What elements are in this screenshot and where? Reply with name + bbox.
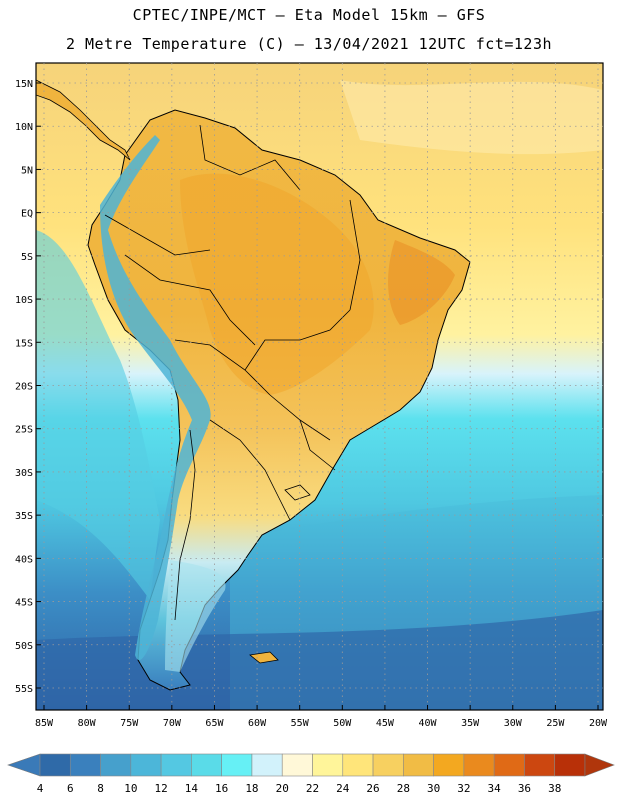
colorbar-label: 8 — [97, 782, 104, 795]
title-line-1: CPTEC/INPE/MCT – Eta Model 15km – GFS — [132, 6, 486, 24]
colorbar-label: 6 — [66, 782, 74, 795]
lat-label: 20S — [15, 382, 33, 393]
central-america — [36, 79, 131, 161]
colorbar-swatch — [312, 753, 344, 777]
lat-label: 35S — [15, 511, 33, 522]
colorbar-swatch — [100, 753, 132, 777]
lat-label: 30S — [15, 468, 33, 479]
colorbar-label: 28 — [396, 782, 410, 795]
title-line-2: 2 Metre Temperature (C) – 13/04/2021 12U… — [65, 35, 553, 53]
northeast-hot-core — [388, 240, 455, 325]
colorbar-label: 14 — [184, 782, 198, 795]
lon-label: 65W — [205, 718, 224, 729]
colorbar-swatch — [69, 753, 101, 777]
lat-label: 5S — [21, 252, 33, 263]
lat-label: 10N — [15, 122, 33, 133]
pacific-coastal-cool — [36, 230, 160, 600]
lon-label: 20W — [589, 718, 608, 729]
lat-label: 55S — [15, 684, 33, 695]
lon-label: 60W — [248, 718, 267, 729]
lon-label: 70W — [163, 718, 182, 729]
colorbar-label: 38 — [548, 782, 562, 795]
lat-label: 50S — [15, 641, 33, 652]
patagonia-cool — [165, 560, 226, 672]
lon-label: 85W — [35, 718, 54, 729]
latitude-labels: 15N 10N 5N EQ 5S 10S 15S 20S 25S 30S 35S 40S 45S 50S 5… — [15, 79, 33, 695]
lon-label: 75W — [120, 718, 139, 729]
longitude-labels: 85W 80W 75W 70W 65W 60W 55W 50W 45W 40W 35W 30W 25W 2… — [35, 718, 608, 729]
colorbar-swatch — [554, 753, 586, 777]
colorbar-label: 26 — [366, 782, 380, 795]
uruguay-outline — [284, 484, 311, 501]
colorbar-swatch — [342, 753, 374, 777]
colorbar-swatch — [403, 753, 434, 777]
lat-label: 45S — [15, 598, 33, 609]
colorbar-swatch — [281, 753, 313, 777]
lon-label: 40W — [419, 718, 438, 729]
colorbar-label: 10 — [124, 782, 138, 795]
colorbar-swatch — [160, 753, 192, 777]
colorbar-label: 20 — [275, 782, 289, 795]
colorbar-swatch — [251, 753, 283, 777]
colorbar-swatch — [524, 753, 556, 777]
lon-label: 35W — [461, 718, 480, 729]
lat-label: 10S — [15, 295, 33, 306]
colorbar-label: 30 — [426, 782, 441, 795]
lat-label: 40S — [15, 554, 33, 565]
colorbar-swatch — [493, 753, 525, 777]
colorbar-label: 34 — [487, 782, 501, 795]
lon-label: 50W — [333, 718, 352, 729]
colorbar-label: 12 — [154, 782, 168, 795]
lon-label: 30W — [504, 718, 523, 729]
colorbar-label: 36 — [517, 782, 532, 795]
colorbar-left-arrow — [7, 753, 41, 777]
lat-label: 25S — [15, 425, 33, 436]
colorbar-label: 16 — [215, 782, 229, 795]
map-frame — [35, 62, 604, 711]
colorbar — [7, 753, 615, 777]
lon-label: 45W — [376, 718, 395, 729]
colorbar-swatch — [130, 753, 162, 777]
colorbar-swatch — [191, 753, 222, 777]
lat-label: 15N — [15, 79, 33, 90]
colorbar-swatch — [433, 753, 465, 777]
andes-cold-ridge — [100, 135, 211, 661]
colorbar-label: 18 — [245, 782, 259, 795]
colorbar-right-arrow — [584, 753, 615, 777]
lon-label: 25W — [546, 718, 565, 729]
lat-label: 15S — [15, 338, 33, 349]
colorbar-swatch — [372, 753, 404, 777]
lon-label: 55W — [291, 718, 310, 729]
lat-label: EQ — [21, 209, 33, 220]
falklands — [249, 651, 279, 664]
lat-label: 5N — [21, 165, 33, 176]
colorbar-swatch — [463, 753, 495, 777]
colorbar-swatch — [39, 753, 71, 777]
colorbar-swatch — [221, 753, 253, 777]
lon-label: 80W — [78, 718, 97, 729]
amazon-warm-core — [180, 173, 374, 395]
graticule — [36, 63, 603, 710]
colorbar-label: 4 — [36, 782, 44, 795]
colorbar-label: 24 — [336, 782, 350, 795]
colorbar-label: 32 — [457, 782, 471, 795]
country-borders — [104, 124, 361, 621]
atlantic-warm-band — [340, 80, 603, 155]
colorbar-label: 22 — [305, 782, 320, 795]
